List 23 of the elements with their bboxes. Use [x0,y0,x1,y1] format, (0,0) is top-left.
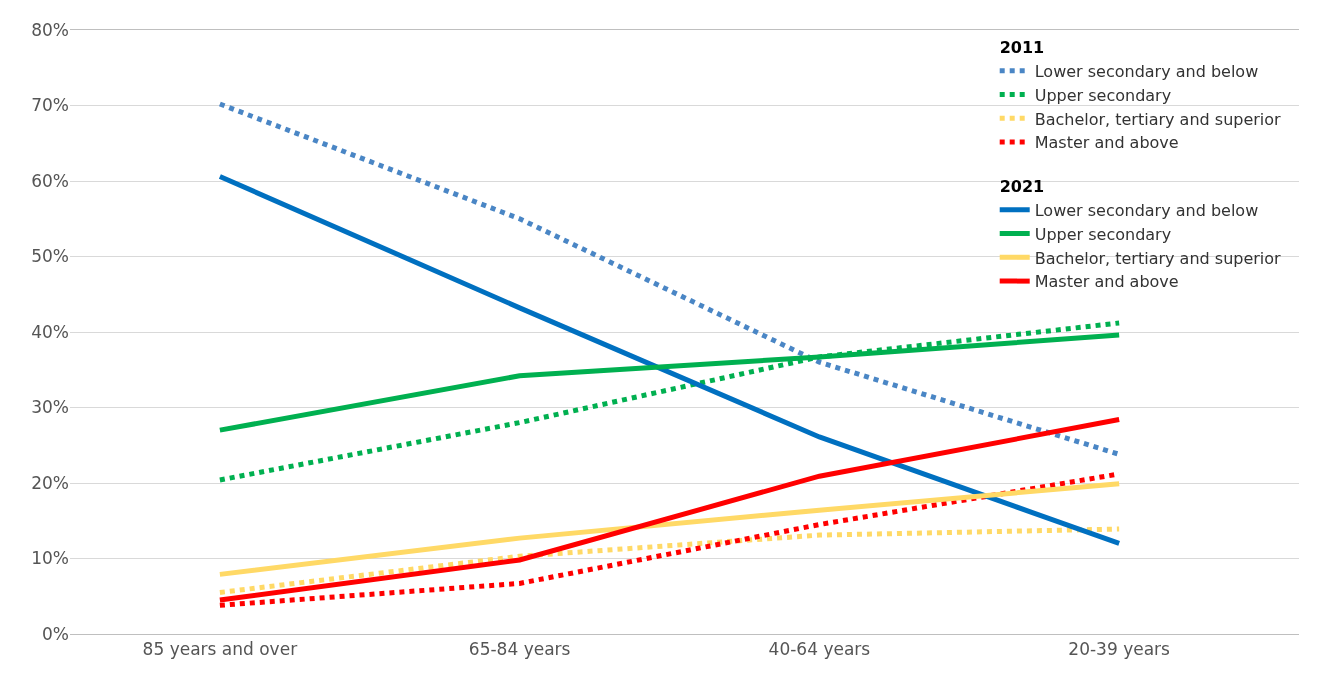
legend-label: Master and above [1034,272,1179,292]
legend-label: Lower secondary and below [1034,61,1259,81]
legend-label: Upper secondary [1034,85,1172,105]
legend-label: Bachelor, tertiary and superior [1034,248,1282,268]
legend-label: Lower secondary and below [1034,200,1259,220]
y-tick-label: 30% [31,397,69,418]
x-tick-label: 65-84 years [468,639,571,660]
y-tick-label: 10% [31,548,69,569]
y-tick-label: 0% [42,623,69,644]
x-tick-label: 40-64 years [768,639,871,660]
legend-label: Bachelor, tertiary and superior [1034,109,1282,129]
legend-label: Master and above [1034,133,1179,153]
y-tick-label: 70% [31,95,69,116]
annotation: 2011 [999,38,1045,58]
x-tick-label: 20-39 years [1068,639,1171,660]
y-tick-label: 80% [31,19,69,40]
annotation: 2021 [999,177,1045,197]
x-tick-label: 85 years and over [142,639,298,660]
legend-label: Upper secondary [1034,224,1172,244]
y-tick-label: 20% [31,472,69,493]
y-tick-label: 60% [31,170,69,191]
y-tick-label: 40% [31,321,69,342]
y-tick-label: 50% [31,246,69,267]
